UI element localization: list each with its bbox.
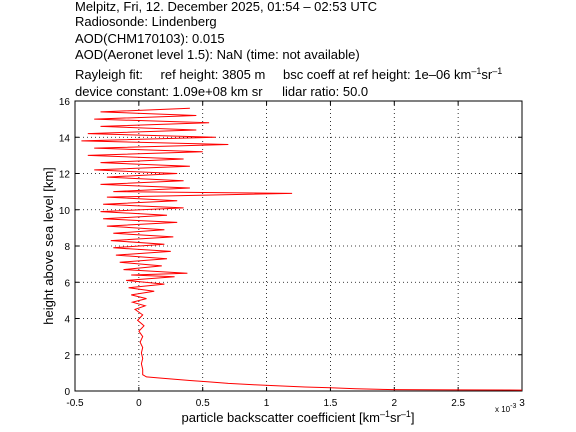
y-tick-label: 8 bbox=[64, 242, 70, 253]
x-tick-label: 0.5 bbox=[196, 398, 210, 409]
y-tick-label: 12 bbox=[59, 170, 71, 181]
backscatter-profile-line bbox=[81, 107, 523, 391]
y-tick-label: 10 bbox=[59, 206, 71, 217]
x-tick-label: 0 bbox=[136, 398, 142, 409]
x-tick-label: 2 bbox=[392, 398, 398, 409]
device-constant-label: device constant: 1.09e+08 km sr bbox=[75, 84, 263, 99]
x-tick-label: 3 bbox=[519, 398, 525, 409]
device-line: device constant: 1.09e+08 km sr lidar ra… bbox=[75, 84, 368, 100]
radiosonde-label: Radiosonde: Lindenberg bbox=[75, 14, 217, 29]
y-tick-label: 6 bbox=[64, 278, 70, 289]
y-tick-label: 16 bbox=[59, 97, 71, 108]
x-tick-labels: -0.5 0 0.5 1 1.5 2 2.5 3 bbox=[66, 398, 525, 409]
x-tick-label: 1 bbox=[264, 398, 270, 409]
y-tick-label: 0 bbox=[64, 387, 70, 398]
ref-height-label: ref height: 3805 m bbox=[160, 67, 266, 82]
y-axis-label: height above sea level [km] bbox=[41, 167, 56, 325]
x-multiplier-label: x 10-3 bbox=[495, 403, 516, 414]
lidar-ratio-label: lidar ratio: 50.0 bbox=[282, 84, 369, 99]
x-axis-label: particle backscatter coefficient [km–1sr… bbox=[182, 409, 415, 425]
aod-aeronet-label: AOD(Aeronet level 1.5): NaN (time: not a… bbox=[75, 47, 360, 62]
y-tick-label: 2 bbox=[64, 351, 70, 362]
aod-chm-label: AOD(CHM170103): 0.015 bbox=[75, 31, 225, 46]
x-tick-label: 2.5 bbox=[451, 398, 465, 409]
y-tick-label: 4 bbox=[64, 315, 70, 326]
x-tick-label: -0.5 bbox=[66, 398, 84, 409]
rayleigh-fit-line: Rayleigh fit: ref height: 3805 m bsc coe… bbox=[75, 67, 502, 83]
bsc-coeff-label: bsc coeff at ref height: 1e–06 km–1sr–1 bbox=[282, 66, 503, 83]
x-tick-label: 1.5 bbox=[323, 398, 337, 409]
rayleigh-fit-label: Rayleigh fit: bbox=[75, 67, 143, 82]
tick-marks bbox=[74, 100, 523, 392]
chart-title-line-1: Melpitz, Fri, 12. December 2025, 01:54 –… bbox=[75, 0, 378, 14]
y-tick-labels: 0 2 4 6 8 10 12 14 16 bbox=[59, 97, 71, 398]
y-tick-label: 14 bbox=[59, 133, 71, 144]
